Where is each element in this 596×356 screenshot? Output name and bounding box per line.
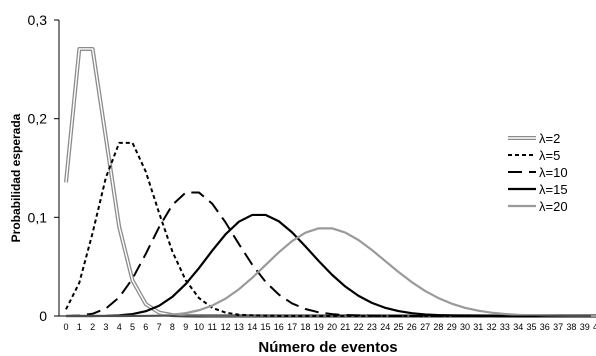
x-tick-label: 23 <box>367 322 377 332</box>
x-tick-label: 22 <box>354 322 364 332</box>
x-tick-label: 21 <box>340 322 350 332</box>
x-tick-label: 26 <box>407 322 417 332</box>
x-tick-label: 10 <box>194 322 204 332</box>
y-tick-label: 0 <box>39 308 47 324</box>
x-tick-label: 13 <box>234 322 244 332</box>
x-tick-label: 35 <box>526 322 536 332</box>
x-tick-label: 15 <box>260 322 270 332</box>
legend-lambda-5-label: λ=5 <box>539 148 560 163</box>
y-tick-label: 0,2 <box>28 111 48 127</box>
x-tick-label: 1 <box>77 322 82 332</box>
x-tick-label: 31 <box>473 322 483 332</box>
x-tick-label: 28 <box>433 322 443 332</box>
legend-lambda-2-label: λ=2 <box>539 131 560 146</box>
x-tick-label: 14 <box>247 322 257 332</box>
x-tick-label: 38 <box>566 322 576 332</box>
x-tick-label: 11 <box>208 322 217 332</box>
x-tick-label: 3 <box>103 322 108 332</box>
x-tick-label: 32 <box>487 322 497 332</box>
y-axis-title: Probabilidad esperada <box>9 113 23 242</box>
x-tick-label: 4 <box>117 322 122 332</box>
x-tick-label: 2 <box>90 322 95 332</box>
x-tick-label: 12 <box>221 322 231 332</box>
x-tick-label: 25 <box>393 322 403 332</box>
x-tick-label: 5 <box>130 322 135 332</box>
legend: λ=2 λ=5 λ=10 λ=15 λ=20 <box>508 131 568 214</box>
x-tick-label: 27 <box>420 322 430 332</box>
series-lambda-2-inner <box>65 48 596 317</box>
x-tick-label: 18 <box>300 322 310 332</box>
series-lambda-2-line <box>64 46 596 318</box>
x-tick-label: 29 <box>447 322 457 332</box>
x-tick-label: 33 <box>500 322 510 332</box>
series-lambda-2-outer <box>64 46 596 318</box>
x-tick-label: 8 <box>170 322 175 332</box>
x-tick-label: 39 <box>580 322 590 332</box>
x-axis-title: Número de eventos <box>258 339 397 356</box>
x-tick-label: 17 <box>287 322 297 332</box>
y-axis-ticks: 0 0,1 0,2 0,3 <box>28 12 59 324</box>
x-tick-label: 6 <box>143 322 148 332</box>
x-tick-label: 30 <box>460 322 470 332</box>
x-tick-label: 0 <box>63 322 68 332</box>
x-tick-label: 9 <box>183 322 188 332</box>
legend-lambda-15-label: λ=15 <box>539 182 568 197</box>
x-tick-label: 24 <box>380 322 390 332</box>
x-tick-label: 40 <box>593 322 596 332</box>
series-curves <box>64 46 596 318</box>
y-tick-label: 0,1 <box>28 209 48 225</box>
x-axis-ticks: 0 1 2 3 4 5 6 7 8 9 10 11 12 13 14 15 16 17 18 19 20 21 22 23 24… <box>63 322 596 332</box>
legend-lambda-20-label: λ=20 <box>539 199 568 214</box>
legend-lambda-10-label: λ=10 <box>539 165 568 180</box>
series-lambda-10-line <box>65 191 596 317</box>
x-tick-label: 36 <box>540 322 550 332</box>
x-tick-label: 16 <box>274 322 284 332</box>
x-tick-label: 19 <box>314 322 324 332</box>
x-tick-label: 37 <box>553 322 563 332</box>
x-tick-label: 20 <box>327 322 337 332</box>
y-tick-label: 0,3 <box>28 12 48 28</box>
x-tick-label: 34 <box>513 322 523 332</box>
x-tick-label: 7 <box>157 322 162 332</box>
